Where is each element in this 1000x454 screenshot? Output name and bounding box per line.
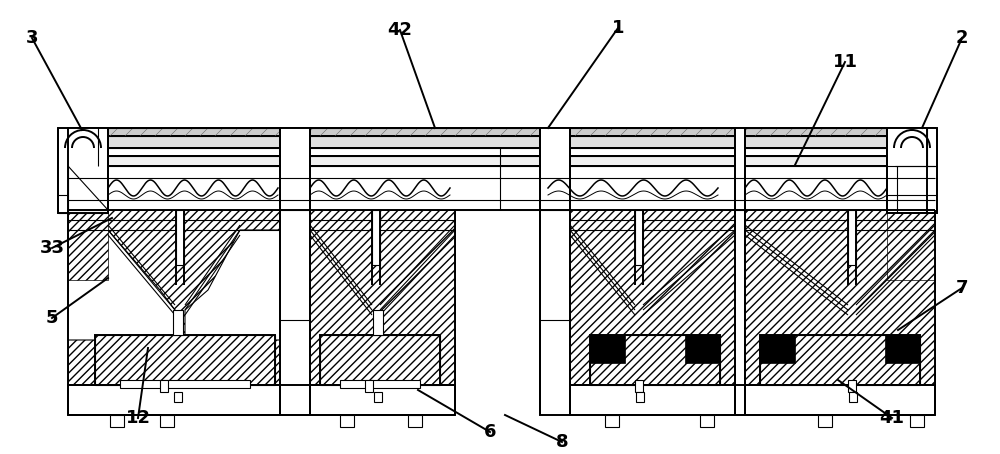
Polygon shape (68, 230, 175, 340)
Bar (887, 128, 927, 213)
Text: 42: 42 (388, 21, 413, 39)
Bar (910, 415, 924, 427)
Bar (68, 166, 935, 211)
Bar (173, 310, 183, 335)
Bar (760, 335, 920, 385)
Polygon shape (745, 210, 935, 385)
Bar (700, 415, 714, 427)
Polygon shape (58, 166, 108, 213)
Bar (160, 380, 168, 392)
Text: 8: 8 (556, 433, 568, 451)
Bar (849, 392, 857, 402)
Bar (174, 392, 182, 402)
Text: 41: 41 (880, 409, 904, 427)
Bar (818, 415, 832, 427)
Bar (365, 380, 373, 392)
Text: 11: 11 (832, 53, 858, 71)
Polygon shape (887, 166, 937, 213)
Polygon shape (185, 230, 280, 340)
Bar (848, 380, 856, 392)
Bar (885, 335, 920, 363)
Bar (320, 335, 440, 385)
Bar (120, 380, 250, 388)
Bar (176, 210, 184, 265)
Bar (887, 128, 937, 213)
Text: 6: 6 (484, 423, 496, 441)
Bar (570, 385, 935, 415)
Bar (636, 392, 644, 402)
Bar (374, 392, 382, 402)
Text: 12: 12 (126, 409, 150, 427)
Polygon shape (310, 210, 455, 385)
Bar (590, 335, 720, 385)
Polygon shape (68, 210, 108, 280)
Bar (635, 380, 643, 392)
Bar (68, 148, 935, 156)
Bar (68, 128, 108, 213)
Bar (848, 210, 856, 265)
Bar (340, 415, 354, 427)
Polygon shape (570, 210, 735, 385)
Bar (372, 210, 380, 265)
Polygon shape (68, 210, 280, 385)
Bar (68, 156, 935, 166)
Text: 5: 5 (46, 309, 58, 327)
Bar (635, 210, 643, 265)
Text: 1: 1 (612, 19, 624, 37)
Bar (590, 335, 720, 385)
Bar (605, 415, 619, 427)
Text: 7: 7 (956, 279, 968, 297)
Bar (68, 385, 455, 415)
Text: 2: 2 (956, 29, 968, 47)
Bar (110, 415, 124, 427)
Text: 3: 3 (26, 29, 38, 47)
Bar (408, 415, 422, 427)
Bar (340, 380, 420, 388)
Bar (760, 335, 920, 385)
Bar (735, 128, 745, 415)
Bar (58, 128, 108, 213)
Bar (280, 128, 310, 415)
Bar (95, 335, 275, 385)
Bar (68, 136, 935, 148)
Text: 33: 33 (40, 239, 64, 257)
Bar (590, 335, 625, 363)
Bar (685, 335, 720, 363)
Polygon shape (887, 210, 935, 280)
Bar (68, 128, 935, 136)
Bar (160, 415, 174, 427)
Bar (760, 335, 795, 363)
Bar (320, 335, 440, 385)
Bar (373, 310, 383, 335)
Bar (95, 335, 275, 385)
Bar (540, 128, 570, 415)
